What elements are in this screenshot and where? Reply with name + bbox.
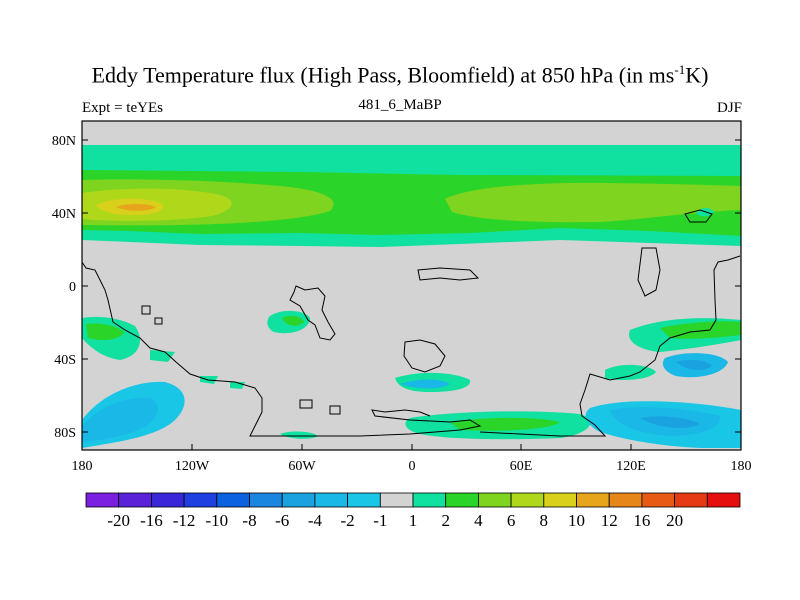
colorbar-swatch: [445, 492, 479, 508]
colorbar-swatch: [510, 492, 545, 508]
colorbar-label: -6: [275, 511, 289, 530]
coastline-island-5: [299, 399, 313, 409]
coastline-west: [82, 261, 482, 437]
colorbar-label: -8: [242, 511, 256, 530]
colorbar-label: -2: [341, 511, 355, 530]
coastline-island-3: [141, 305, 151, 315]
contour-fills: [82, 145, 741, 448]
lon-tick-label: 120W: [175, 459, 210, 474]
small-green-1: [150, 350, 175, 362]
colorbar-swatch: [608, 492, 643, 508]
coastline-australia: [479, 255, 741, 437]
colorbar-swatch: [706, 492, 741, 508]
colorbar-label: -4: [308, 511, 323, 530]
coastline-south-america: [289, 285, 336, 341]
lat-tick-label: 80S: [54, 426, 76, 441]
south-atlantic-patch-green: [86, 323, 124, 340]
colorbar-swatch: [281, 492, 316, 508]
colorbar-swatch: [674, 492, 708, 508]
lat-tick-label: 40S: [54, 353, 76, 368]
coastline-africa: [403, 339, 446, 373]
colorbar-swatch: [150, 492, 185, 508]
lon-tick-label: 120E: [616, 459, 646, 474]
colorbar-label: 1: [409, 511, 418, 530]
colorbar-label: 6: [507, 511, 516, 530]
nh-band-yellowgreen-east: [445, 182, 741, 223]
nh-atlantic-core: [116, 204, 156, 211]
colorbar-label: -10: [205, 511, 228, 530]
colorbar-swatch: [641, 492, 676, 508]
title-superscript: -1: [674, 62, 686, 77]
colorbar-swatch: [249, 492, 283, 508]
colorbar-label: 10: [568, 511, 585, 530]
indian-ocean-blue: [400, 379, 450, 389]
colorbar-label: 20: [666, 511, 683, 530]
colorbar: -20 -16 -12 -10 -8 -6 -4 -2 -1 1 2 4 6 8 10 12 16 20: [85, 492, 741, 530]
sh-east-blue-core: [640, 416, 700, 428]
lat-tick-label: 80N: [52, 134, 76, 149]
colorbar-label: 16: [633, 511, 650, 530]
sa-africa-patch-core: [282, 315, 304, 326]
colorbar-label: -12: [173, 511, 196, 530]
coastlines: [82, 209, 741, 437]
coastline-north-isle: [417, 267, 480, 281]
lon-tick-label: 180: [72, 459, 93, 474]
colorbar-swatch: [379, 492, 414, 508]
colorbar-swatch: [314, 492, 348, 508]
colorbar-label: 8: [540, 511, 549, 530]
lat-tick-label: 40N: [52, 207, 76, 222]
coastline-island-2: [684, 209, 713, 223]
coastline-island-1: [637, 247, 661, 297]
colorbar-swatch: [118, 492, 152, 508]
colorbar-swatch: [576, 492, 610, 508]
axis-ticks: [81, 139, 742, 450]
lat-tick-label: 0: [69, 280, 76, 295]
colorbar-swatch: [477, 492, 512, 508]
run-label: 481_6_MaBP: [358, 97, 442, 113]
sh-south-atlantic-green: [280, 431, 318, 439]
colorbar-swatch: [543, 492, 577, 508]
colorbar-swatch: [183, 492, 218, 508]
australia-south-green: [605, 364, 656, 380]
lon-tick-label: 0: [409, 459, 416, 474]
colorbar-label: 4: [474, 511, 483, 530]
title-tail: K): [685, 62, 709, 88]
colorbar-swatch: [412, 492, 447, 508]
lon-tick-label: 60E: [510, 459, 533, 474]
coastline-island-6: [329, 405, 341, 415]
lon-tick-label: 180: [731, 459, 752, 474]
pacific-blue-core: [676, 359, 712, 371]
colorbar-swatch: [85, 492, 120, 508]
lon-labels: 180 120W 60W 0 60E 120E 180: [72, 459, 752, 474]
colorbar-label: -16: [140, 511, 163, 530]
colorbar-swatch: [347, 492, 381, 508]
sh-west-blue-dark: [82, 397, 158, 442]
colorbar-label: 2: [441, 511, 450, 530]
colorbar-label: 12: [601, 511, 618, 530]
lon-tick-label: 60W: [288, 459, 316, 474]
lat-labels: 80N 40N 0 40S 80S: [52, 134, 76, 441]
sh-indian-green-core: [450, 417, 560, 431]
season-label: DJF: [716, 100, 742, 116]
coastline-island-4: [154, 317, 163, 325]
colorbar-label: -20: [107, 511, 130, 530]
plot-title: Eddy Temperature flux (High Pass, Bloomf…: [0, 62, 800, 88]
colorbar-swatch: [216, 492, 250, 508]
experiment-label: Expt = teYEs: [82, 100, 163, 116]
colorbar-label: -1: [373, 511, 387, 530]
title-main: Eddy Temperature flux (High Pass, Bloomf…: [91, 62, 675, 88]
